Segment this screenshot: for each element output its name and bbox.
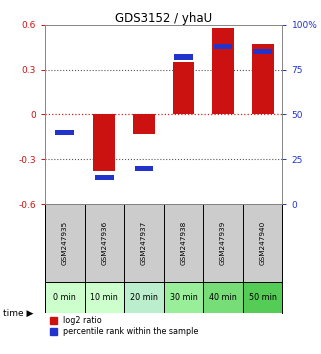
Text: GSM247939: GSM247939	[220, 221, 226, 266]
Text: 0 min: 0 min	[53, 293, 76, 302]
Text: 20 min: 20 min	[130, 293, 158, 302]
Bar	[203, 282, 243, 313]
Bar	[212, 28, 234, 114]
Text: time ▶: time ▶	[3, 309, 34, 318]
Text: 30 min: 30 min	[169, 293, 197, 302]
Text: GSM247938: GSM247938	[180, 221, 187, 266]
Legend: log2 ratio, percentile rank within the sample: log2 ratio, percentile rank within the s…	[49, 316, 200, 337]
Bar	[56, 130, 74, 135]
Text: GSM247935: GSM247935	[62, 221, 68, 266]
Bar	[95, 175, 114, 180]
Bar	[164, 282, 203, 313]
Bar	[173, 62, 195, 114]
Bar	[254, 49, 272, 54]
Bar	[84, 282, 124, 313]
Bar	[45, 282, 84, 313]
Text: 40 min: 40 min	[209, 293, 237, 302]
Bar	[135, 166, 153, 171]
Bar	[252, 44, 273, 114]
Bar	[93, 114, 115, 171]
Text: GSM247940: GSM247940	[260, 221, 266, 266]
Title: GDS3152 / yhaU: GDS3152 / yhaU	[115, 12, 212, 25]
Bar	[214, 44, 232, 49]
Bar	[124, 282, 164, 313]
Bar	[174, 55, 193, 60]
Text: 50 min: 50 min	[249, 293, 277, 302]
Text: GSM247936: GSM247936	[101, 221, 107, 266]
Bar	[243, 282, 282, 313]
Text: GSM247937: GSM247937	[141, 221, 147, 266]
Text: 10 min: 10 min	[91, 293, 118, 302]
Bar	[133, 114, 155, 134]
